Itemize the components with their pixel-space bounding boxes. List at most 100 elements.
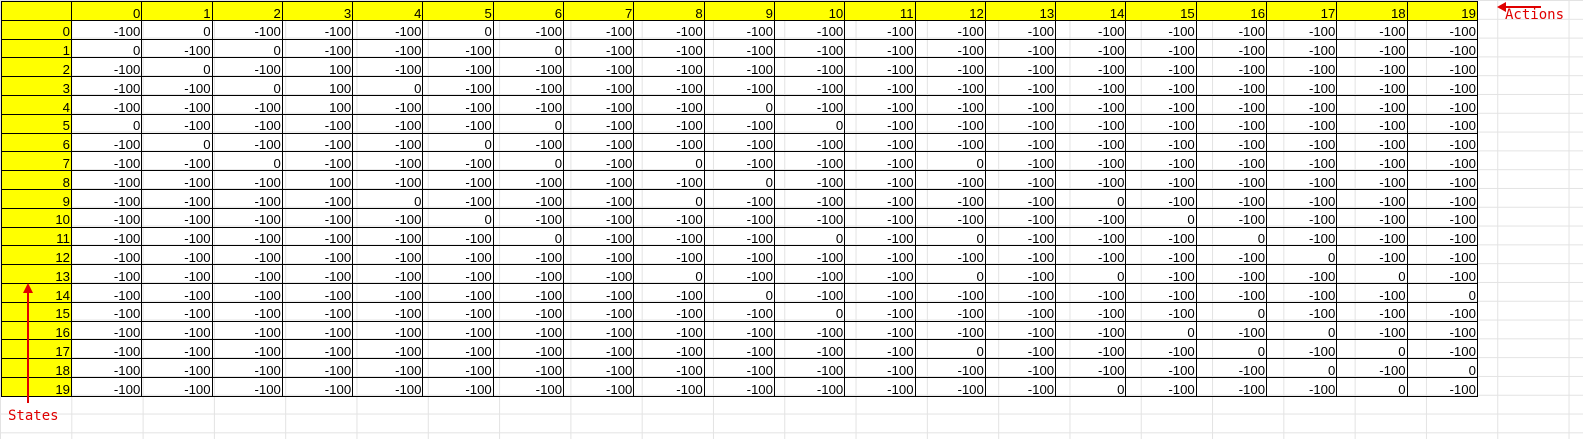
table-cell[interactable]: -100 <box>1336 132 1408 153</box>
table-cell[interactable]: -100 <box>773 94 846 115</box>
table-cell[interactable]: -100 <box>914 57 986 78</box>
column-header-action-14[interactable]: 14 <box>1055 1 1127 21</box>
table-cell[interactable]: -100 <box>1406 207 1478 228</box>
table-cell[interactable]: -100 <box>844 38 916 59</box>
table-cell[interactable]: -100 <box>70 226 143 247</box>
table-cell[interactable]: -100 <box>492 320 565 341</box>
table-cell[interactable]: -100 <box>1266 282 1338 303</box>
table-cell[interactable]: -100 <box>844 320 916 341</box>
table-cell[interactable]: -100 <box>1195 132 1268 153</box>
table-cell[interactable]: -100 <box>984 226 1057 247</box>
table-cell[interactable]: -100 <box>422 38 494 59</box>
table-cell[interactable]: -100 <box>563 245 635 266</box>
table-cell[interactable]: -100 <box>633 19 705 40</box>
column-header-action-5[interactable]: 5 <box>422 1 494 21</box>
table-cell[interactable]: -100 <box>703 320 775 341</box>
table-cell[interactable]: -100 <box>1266 264 1338 284</box>
table-cell[interactable]: -100 <box>1055 170 1127 190</box>
table-cell[interactable]: -100 <box>1055 76 1127 96</box>
table-cell[interactable]: 0 <box>492 113 565 134</box>
table-cell[interactable]: 0 <box>1055 188 1127 209</box>
table-cell[interactable]: -100 <box>492 245 565 266</box>
table-cell[interactable]: -100 <box>773 245 846 266</box>
table-cell[interactable]: -100 <box>1055 320 1127 341</box>
table-cell[interactable]: -100 <box>352 226 424 247</box>
table-cell[interactable]: -100 <box>211 282 283 303</box>
table-cell[interactable]: -100 <box>492 94 565 115</box>
table-cell[interactable]: 0 <box>70 113 143 134</box>
table-cell[interactable]: -100 <box>281 339 354 360</box>
table-cell[interactable]: -100 <box>844 57 916 78</box>
table-cell[interactable]: -100 <box>844 151 916 172</box>
row-header-state-1[interactable]: 1 <box>1 38 72 59</box>
table-cell[interactable]: -100 <box>633 339 705 360</box>
table-cell[interactable]: -100 <box>914 94 986 115</box>
table-cell[interactable]: 0 <box>70 38 143 59</box>
table-cell[interactable]: -100 <box>211 207 283 228</box>
table-cell[interactable]: -100 <box>703 188 775 209</box>
table-cell[interactable]: -100 <box>281 38 354 59</box>
table-cell[interactable]: -100 <box>773 170 846 190</box>
table-cell[interactable]: -100 <box>1336 94 1408 115</box>
table-cell[interactable]: -100 <box>352 94 424 115</box>
table-cell[interactable]: -100 <box>211 19 283 40</box>
table-cell[interactable]: -100 <box>773 38 846 59</box>
table-cell[interactable]: -100 <box>984 151 1057 172</box>
table-cell[interactable]: 0 <box>492 151 565 172</box>
table-cell[interactable]: -100 <box>1406 132 1478 153</box>
table-cell[interactable]: -100 <box>703 376 775 397</box>
table-cell[interactable]: -100 <box>773 57 846 78</box>
table-cell[interactable]: -100 <box>211 113 283 134</box>
row-header-state-16[interactable]: 16 <box>1 320 72 341</box>
table-cell[interactable]: -100 <box>914 38 986 59</box>
table-cell[interactable]: -100 <box>773 376 846 397</box>
table-cell[interactable]: -100 <box>1195 264 1268 284</box>
table-cell[interactable]: -100 <box>1336 170 1408 190</box>
table-cell[interactable]: -100 <box>914 113 986 134</box>
table-cell[interactable]: 0 <box>1195 226 1268 247</box>
table-cell[interactable]: 0 <box>633 151 705 172</box>
table-cell[interactable]: -100 <box>281 320 354 341</box>
table-cell[interactable]: -100 <box>914 76 986 96</box>
table-cell[interactable]: -100 <box>141 245 213 266</box>
column-header-action-1[interactable]: 1 <box>141 1 213 21</box>
table-cell[interactable]: -100 <box>141 264 213 284</box>
table-cell[interactable]: -100 <box>70 170 143 190</box>
table-cell[interactable]: -100 <box>1055 301 1127 322</box>
table-cell[interactable]: -100 <box>773 19 846 40</box>
table-cell[interactable]: -100 <box>422 226 494 247</box>
table-cell[interactable]: -100 <box>352 320 424 341</box>
table-cell[interactable]: -100 <box>1406 301 1478 322</box>
table-cell[interactable]: -100 <box>633 170 705 190</box>
table-cell[interactable]: -100 <box>1195 38 1268 59</box>
table-cell[interactable]: -100 <box>844 94 916 115</box>
table-cell[interactable]: -100 <box>844 339 916 360</box>
table-cell[interactable]: -100 <box>1266 94 1338 115</box>
table-cell[interactable]: -100 <box>703 226 775 247</box>
table-cell[interactable]: -100 <box>70 282 143 303</box>
table-cell[interactable]: -100 <box>211 57 283 78</box>
table-cell[interactable]: -100 <box>563 320 635 341</box>
table-cell[interactable]: -100 <box>1336 358 1408 378</box>
table-cell[interactable]: -100 <box>141 226 213 247</box>
table-cell[interactable]: -100 <box>1266 339 1338 360</box>
table-cell[interactable]: -100 <box>70 151 143 172</box>
table-cell[interactable]: -100 <box>1336 113 1408 134</box>
column-header-action-8[interactable]: 8 <box>633 1 705 21</box>
column-header-action-15[interactable]: 15 <box>1125 1 1197 21</box>
table-cell[interactable]: 0 <box>703 170 775 190</box>
table-cell[interactable]: -100 <box>563 264 635 284</box>
table-cell[interactable]: 0 <box>1266 245 1338 266</box>
table-cell[interactable]: 0 <box>492 38 565 59</box>
table-cell[interactable]: -100 <box>984 19 1057 40</box>
table-cell[interactable]: 0 <box>141 57 213 78</box>
table-cell[interactable]: -100 <box>492 132 565 153</box>
table-cell[interactable]: -100 <box>1406 57 1478 78</box>
table-cell[interactable]: -100 <box>703 339 775 360</box>
table-cell[interactable]: -100 <box>1125 245 1197 266</box>
column-header-action-9[interactable]: 9 <box>703 1 775 21</box>
table-cell[interactable]: -100 <box>773 358 846 378</box>
table-cell[interactable]: -100 <box>422 76 494 96</box>
row-header-state-14[interactable]: 14 <box>1 282 72 303</box>
row-header-state-9[interactable]: 9 <box>1 188 72 209</box>
